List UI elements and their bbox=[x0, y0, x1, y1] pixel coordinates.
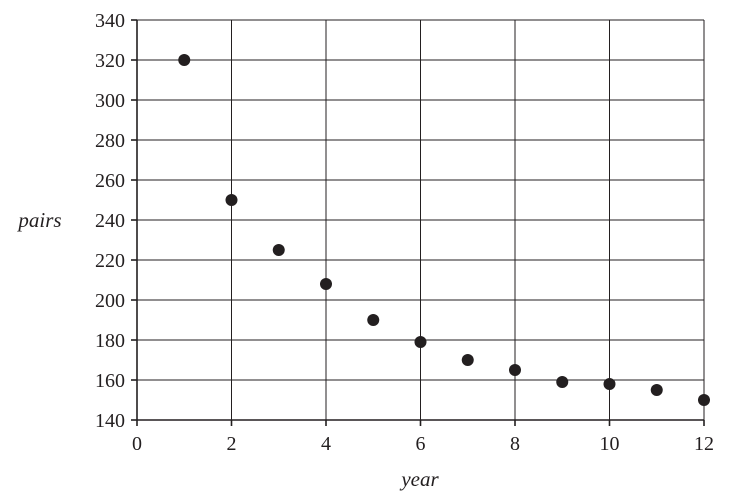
data-point bbox=[414, 336, 427, 348]
data-point bbox=[509, 364, 521, 376]
data-point bbox=[603, 378, 616, 390]
x-tick-label: 6 bbox=[416, 433, 426, 455]
data-points bbox=[178, 54, 710, 406]
data-point bbox=[225, 194, 238, 206]
data-point bbox=[650, 384, 663, 396]
x-axis-title: year bbox=[399, 467, 439, 491]
data-point bbox=[367, 314, 380, 326]
x-tick-label: 2 bbox=[227, 433, 237, 455]
grid-lines bbox=[137, 19, 705, 420]
y-tick-label: 160 bbox=[95, 370, 125, 392]
y-tick-label: 180 bbox=[95, 330, 125, 352]
y-tick-label: 260 bbox=[95, 170, 125, 192]
x-tick-label: 4 bbox=[321, 433, 331, 455]
y-tick-label: 220 bbox=[95, 250, 125, 272]
y-tick-label: 320 bbox=[95, 50, 125, 72]
y-tick-label: 280 bbox=[95, 130, 125, 152]
x-tick-label: 10 bbox=[600, 433, 620, 455]
x-tick-label: 8 bbox=[510, 433, 520, 455]
data-point bbox=[556, 376, 569, 388]
data-point bbox=[461, 354, 474, 366]
x-tick-labels: 0 2 4 6 8 10 12 bbox=[132, 433, 714, 455]
y-tick-label: 340 bbox=[95, 10, 125, 32]
axes bbox=[131, 19, 705, 426]
data-point bbox=[178, 54, 191, 66]
y-axis-title: pairs bbox=[16, 208, 61, 232]
data-point bbox=[272, 244, 285, 256]
y-tick-label: 240 bbox=[95, 210, 125, 232]
y-tick-labels: 140 160 180 200 220 240 260 280 300 320 340 bbox=[95, 10, 125, 432]
y-tick-label: 200 bbox=[95, 290, 125, 312]
y-tick-label: 140 bbox=[95, 410, 125, 432]
x-tick-label: 12 bbox=[694, 433, 714, 455]
x-tick-label: 0 bbox=[132, 433, 142, 455]
y-tick-label: 300 bbox=[95, 90, 125, 112]
data-point bbox=[698, 394, 710, 406]
data-point bbox=[320, 278, 332, 290]
